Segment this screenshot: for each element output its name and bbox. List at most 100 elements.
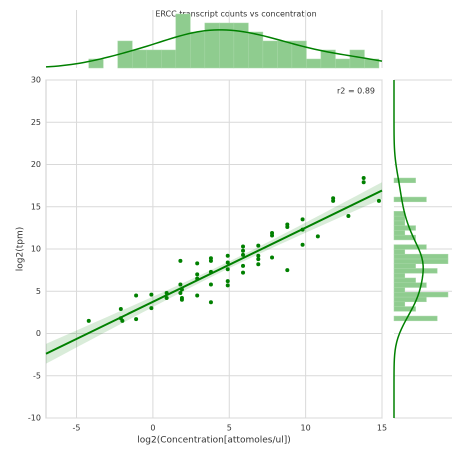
histogram-bar <box>393 258 449 264</box>
histogram-bar <box>393 211 406 217</box>
scatter-point <box>195 293 200 298</box>
regression-line <box>45 189 383 355</box>
scatter-point <box>208 300 213 305</box>
histogram-bar <box>161 49 177 69</box>
histogram-bar <box>393 315 438 322</box>
scatter-point <box>241 270 246 275</box>
x-tick-label: 5 <box>227 424 232 433</box>
histogram-bar <box>349 49 365 69</box>
scatter-point <box>195 276 200 281</box>
scatter-point <box>346 214 351 219</box>
scatter-point <box>300 242 305 247</box>
histogram-bar <box>393 277 416 283</box>
y-tick-label: 15 <box>31 202 41 211</box>
histogram-bar <box>393 177 416 184</box>
y-tick-label: 5 <box>36 287 41 296</box>
scatter-point <box>300 227 305 232</box>
scatter-point <box>376 198 381 203</box>
histogram-bar <box>233 22 249 69</box>
scatter-point <box>241 263 246 268</box>
x-tick-label: 10 <box>301 424 311 433</box>
scatter-point <box>179 287 184 292</box>
scatter-point <box>208 256 213 261</box>
scatter-point <box>225 283 230 288</box>
x-tick-label: -5 <box>73 424 81 433</box>
scatter-point <box>149 306 154 311</box>
y-tick-label: 0 <box>36 329 41 338</box>
y-tick-label: -10 <box>28 414 41 423</box>
scatter-point <box>195 272 200 277</box>
scatter-point <box>86 318 91 323</box>
kde-curve <box>45 29 383 68</box>
scatter-point <box>256 243 261 248</box>
scatter-point <box>331 196 336 201</box>
x-tick-label: 15 <box>377 424 387 433</box>
scatter-point <box>241 252 246 257</box>
scatter-point <box>270 230 275 235</box>
scatter-point <box>315 234 320 239</box>
scatter-point <box>256 262 261 267</box>
scatter-point <box>361 180 366 185</box>
histogram-bar <box>393 292 449 298</box>
scatter-point <box>300 217 305 222</box>
histogram-bar <box>146 49 162 69</box>
scatter-point <box>225 253 230 258</box>
histogram-bar <box>393 296 427 303</box>
histogram-bar <box>393 272 406 279</box>
scatter-point <box>256 253 261 258</box>
y-tick-label: 25 <box>31 118 41 127</box>
histogram-bar <box>132 49 148 69</box>
scatter-point <box>195 261 200 266</box>
histogram-bar <box>393 268 438 274</box>
histogram-bar <box>175 13 191 69</box>
y-tick-label: 30 <box>31 76 41 85</box>
histogram-bar <box>248 31 264 69</box>
scatter-point <box>225 267 230 272</box>
x-tick-label: 0 <box>150 424 155 433</box>
scatter-point <box>164 296 169 301</box>
scatter-point <box>178 290 183 295</box>
histogram-bar <box>393 249 406 255</box>
scatter-point <box>285 222 290 227</box>
scatter-point <box>178 282 183 287</box>
scatter-point <box>256 257 261 262</box>
scatter-point <box>134 293 139 298</box>
scatter-point <box>178 258 183 263</box>
scatter-point <box>225 260 230 265</box>
y-axis-label: log2(tpm) <box>16 227 26 271</box>
histogram-bar <box>393 225 416 231</box>
histogram-bar <box>393 301 406 307</box>
histogram-bar <box>393 287 406 293</box>
histogram-bar <box>262 40 278 69</box>
histogram-bar <box>306 58 322 69</box>
scatter-point <box>164 290 169 295</box>
scatter-point <box>285 268 290 273</box>
kde-curve <box>393 80 424 418</box>
y-tick-label: 10 <box>31 245 41 254</box>
histogram-bar <box>393 215 406 222</box>
scatter-point <box>208 269 213 274</box>
scatter-point <box>179 296 184 301</box>
histogram-bar <box>335 58 351 69</box>
histogram-bar <box>393 244 427 250</box>
x-axis-label: log2(Concentration[attomoles/ul]) <box>137 436 290 446</box>
histogram-bar <box>190 31 206 69</box>
scatter-point <box>120 318 125 323</box>
scatter-point <box>270 255 275 260</box>
y-tick-label: -5 <box>33 371 41 380</box>
histogram-bar <box>393 263 416 269</box>
scatter-point <box>241 244 246 249</box>
scatter-point <box>208 282 213 287</box>
histogram-bar <box>393 230 406 236</box>
chart-title: ERCC transcript counts vs concentration <box>155 10 316 19</box>
scatter-point <box>225 279 230 284</box>
histogram-bar <box>88 58 104 69</box>
y-tick-label: 20 <box>31 160 41 169</box>
scatter-point <box>241 248 246 253</box>
scatter-point <box>134 317 139 322</box>
scatter-point <box>361 176 366 181</box>
histogram-bar <box>393 220 406 226</box>
histogram-bar <box>277 40 293 69</box>
scatter-point <box>118 306 123 311</box>
